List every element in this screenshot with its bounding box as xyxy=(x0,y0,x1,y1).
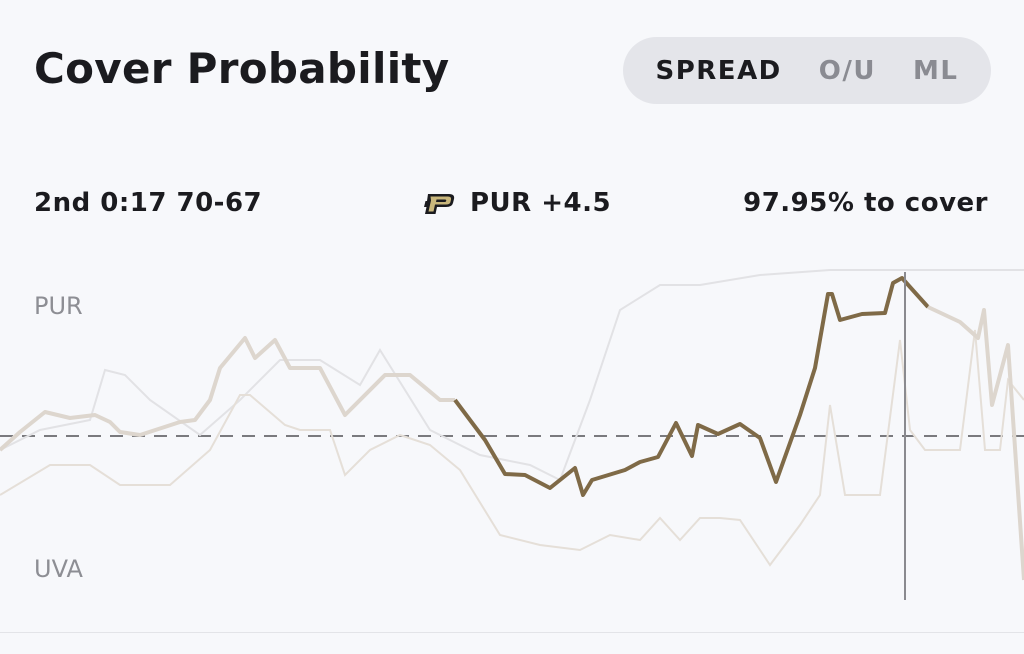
cover-line-trailing xyxy=(927,305,1024,581)
cover-percentage: 97.95% to cover xyxy=(743,188,988,218)
game-clock-score: 2nd 0:17 70-67 xyxy=(34,188,263,218)
axis-label-pur: PUR xyxy=(34,292,83,320)
probability-chart[interactable] xyxy=(0,250,1024,610)
ghost-line-lower xyxy=(0,329,1024,567)
moneyline-tab[interactable]: ML xyxy=(913,55,959,86)
purdue-p-logo-icon xyxy=(422,192,456,214)
team-spread: PUR +4.5 xyxy=(422,188,611,218)
market-toggle: SPREAD O/U ML xyxy=(623,37,991,104)
spread-tab[interactable]: SPREAD xyxy=(655,55,782,86)
cover-line-faded xyxy=(0,336,455,452)
team-spread-text: PUR +4.5 xyxy=(470,188,612,218)
page-title: Cover Probability xyxy=(34,44,450,93)
axis-label-uva: UVA xyxy=(34,555,83,583)
bottom-divider xyxy=(0,632,1024,633)
status-row: 2nd 0:17 70-67 PUR +4.5 97.95% to cover xyxy=(34,188,988,224)
ghost-line-upper xyxy=(0,269,1024,482)
cover-line-main xyxy=(453,276,930,497)
over-under-tab[interactable]: O/U xyxy=(818,55,877,86)
